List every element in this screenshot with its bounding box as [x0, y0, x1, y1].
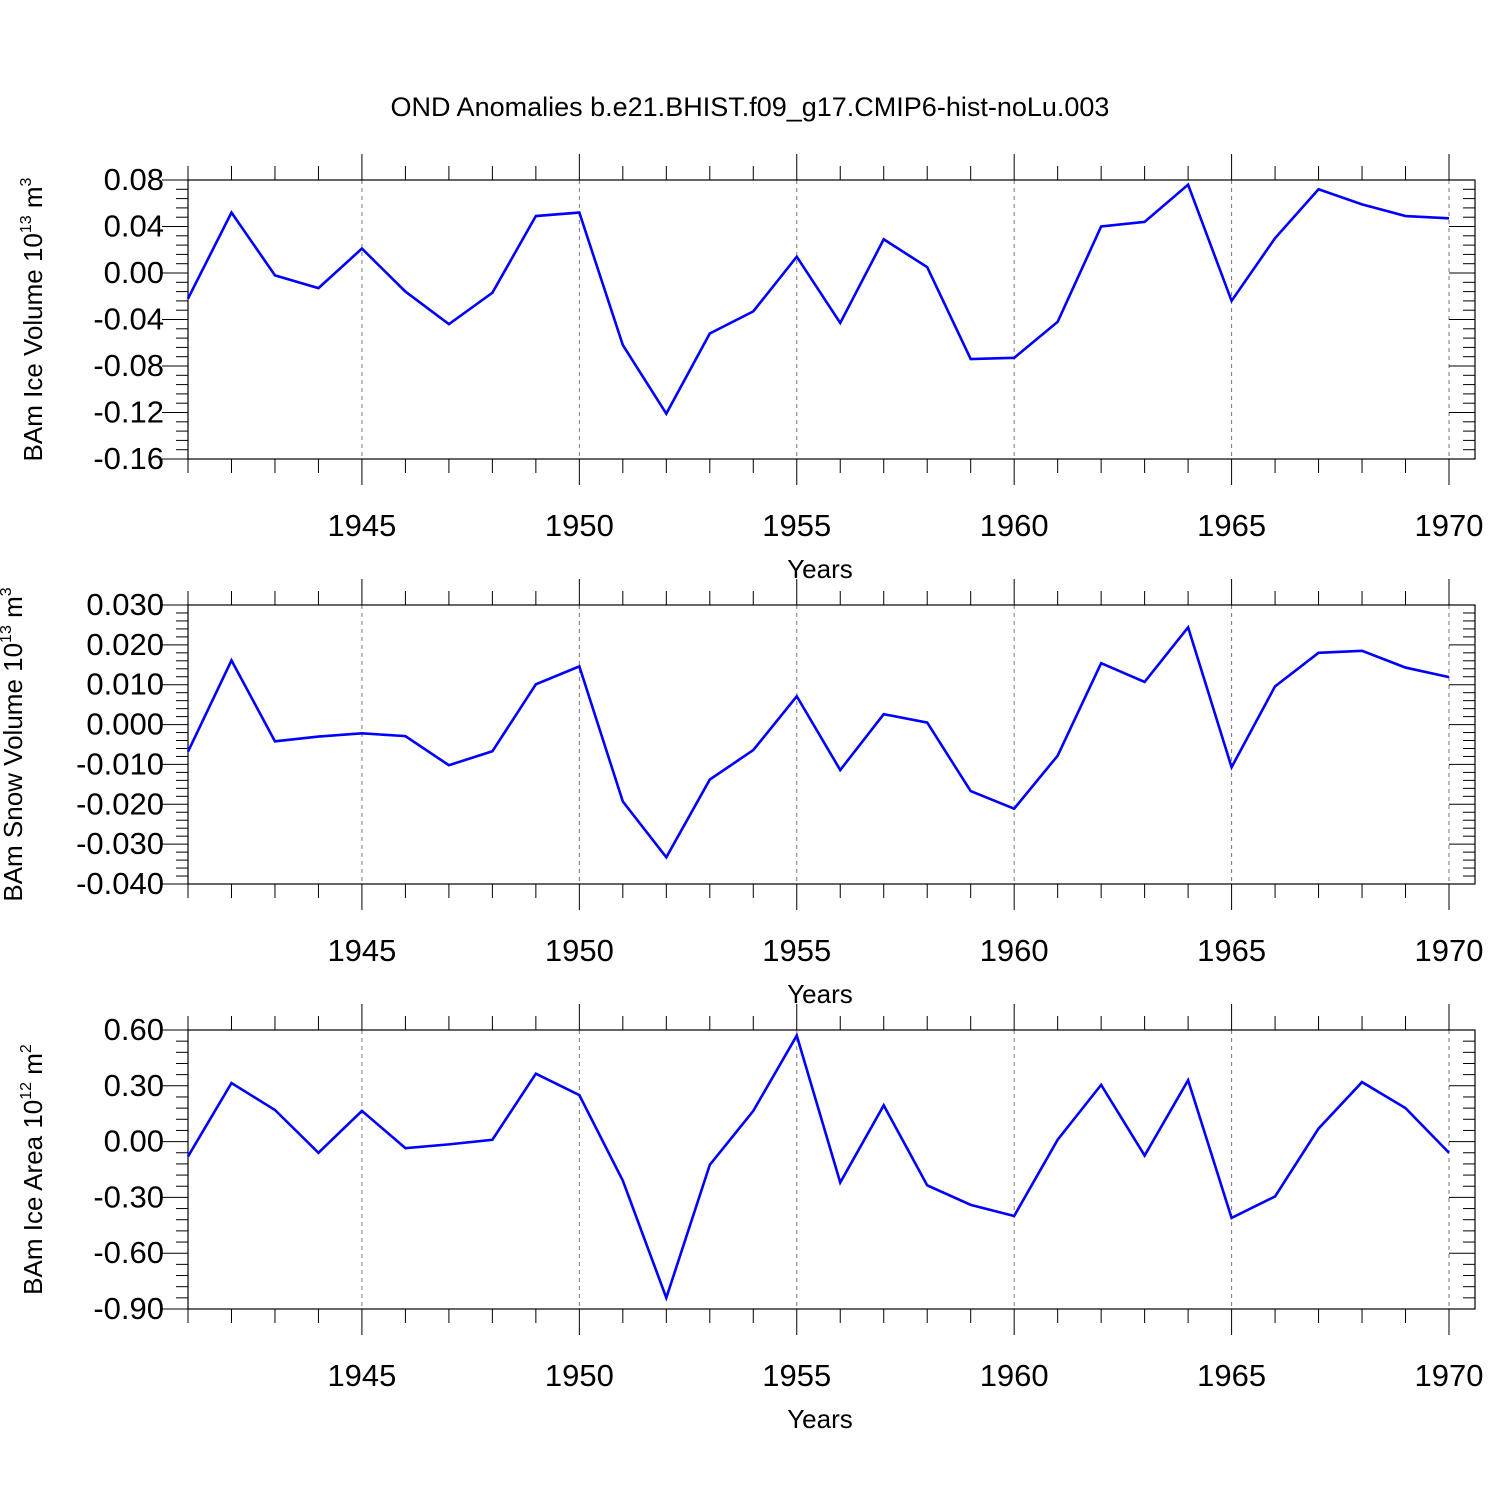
panel-2-y-tick-label: 0.000	[86, 707, 164, 742]
panel-2-x-tick-label: 1945	[327, 933, 396, 968]
panel-3: -0.90 -0.60 -0.30 0.00 0.30 0.60 1945 1950 1955 1…	[18, 1004, 1483, 1434]
panel-2-y-axis-title-part: 13	[0, 625, 15, 643]
panel-3-y-tick-label: -0.60	[93, 1235, 164, 1270]
panel-2-x-tick-label: 1970	[1415, 933, 1484, 968]
panel-3-x-axis-title: Years	[787, 1404, 853, 1434]
panel-2-y-tick-label: -0.030	[76, 826, 164, 861]
panel-1-y-axis-title-part: BAm Ice Volume 10	[18, 233, 48, 461]
panel-3-y-tick-label: -0.30	[93, 1179, 164, 1214]
panel-1-plot-frame	[187, 179, 1476, 460]
panel-3-data-line	[186, 1032, 1450, 1302]
panel-3-y-axis-title-part: 12	[18, 1082, 35, 1100]
panel-3-y-axis-title-part: BAm Ice Area 10	[18, 1100, 48, 1295]
panel-3-x-tick-label: 1965	[1197, 1358, 1266, 1393]
panel-2-y-axis-title-part: m	[0, 596, 28, 625]
panel-2: -0.040 -0.030 -0.020 -0.010 0.000 0.010 0.020 0…	[0, 579, 1483, 1009]
panel-3-y-tick-label: 0.00	[104, 1124, 164, 1159]
panel-1-x-tick-label: 1960	[980, 508, 1049, 543]
panel-1-x-axis-title: Years	[787, 554, 853, 584]
panel-1-y-axis-title-part: 3	[18, 177, 35, 186]
panel-2-x-tick-label: 1965	[1197, 933, 1266, 968]
panel-1-y-axis-title: BAm Ice Volume 1013 m3	[18, 177, 48, 461]
panel-2-y-axis-title-part: BAm Snow Volume 10	[0, 643, 28, 902]
panel-1-y-tick-label: -0.16	[93, 441, 164, 476]
panel-2-y-tick-label: 0.030	[86, 587, 164, 622]
panel-2-y-axis-title-part: 3	[0, 587, 15, 596]
panel-2-x-axis-title: Years	[787, 979, 853, 1009]
panel-1-data-line	[186, 182, 1450, 417]
chart-title: OND Anomalies b.e21.BHIST.f09_g17.CMIP6-…	[391, 92, 1110, 122]
panel-1-y-tick-label: 0.04	[104, 209, 164, 244]
panel-2-y-tick-label: -0.040	[76, 866, 164, 901]
panel-3-y-axis-title-part: 2	[18, 1044, 35, 1053]
panel-1-y-tick-label: 0.08	[104, 162, 164, 197]
panel-2-data-line	[186, 624, 1450, 860]
panel-1-x-tick-label: 1970	[1415, 508, 1484, 543]
panel-3-x-tick-label: 1960	[980, 1358, 1049, 1393]
panel-1-y-axis-title-part: m	[18, 186, 48, 215]
panel-3-y-tick-label: -0.90	[93, 1291, 164, 1326]
panel-2-y-tick-label: 0.020	[86, 627, 164, 662]
panel-1-y-axis-title-part: 13	[18, 215, 35, 233]
panel-2-x-tick-label: 1950	[545, 933, 614, 968]
panel-1-y-tick-label: -0.08	[93, 348, 164, 383]
panel-2-y-axis-title: BAm Snow Volume 1013 m3	[0, 587, 28, 901]
panel-2-plot-frame	[187, 604, 1476, 885]
panel-3-x-tick-label: 1970	[1415, 1358, 1484, 1393]
panel-1-x-tick-label: 1950	[545, 508, 614, 543]
panel-3-y-tick-label: 0.60	[104, 1012, 164, 1047]
panels: -0.16 -0.12 -0.08 -0.04 0.00 0.04 0.08 1945 1950…	[0, 154, 1483, 1434]
panel-2-x-tick-label: 1960	[980, 933, 1049, 968]
panel-3-y-axis-title-part: m	[18, 1053, 48, 1082]
panel-3-plot-frame	[187, 1029, 1476, 1310]
panel-1-x-tick-label: 1945	[327, 508, 396, 543]
panel-3-x-tick-label: 1955	[762, 1358, 831, 1393]
panel-1-y-tick-label: 0.00	[104, 255, 164, 290]
panel-2-x-tick-label: 1955	[762, 933, 831, 968]
panel-1: -0.16 -0.12 -0.08 -0.04 0.00 0.04 0.08 1945 1950…	[18, 154, 1483, 584]
panel-2-y-tick-label: -0.020	[76, 786, 164, 821]
panel-1-y-tick-label: -0.12	[93, 395, 164, 430]
panel-3-y-tick-label: 0.30	[104, 1068, 164, 1103]
panel-2-y-tick-label: -0.010	[76, 746, 164, 781]
panel-3-x-tick-label: 1950	[545, 1358, 614, 1393]
panel-1-x-tick-label: 1955	[762, 508, 831, 543]
panel-3-y-axis-title: BAm Ice Area 1012 m2	[18, 1044, 48, 1295]
panel-1-y-tick-label: -0.04	[93, 302, 164, 337]
panel-1-x-tick-label: 1965	[1197, 508, 1266, 543]
panel-2-y-tick-label: 0.010	[86, 667, 164, 702]
panel-3-x-tick-label: 1945	[327, 1358, 396, 1393]
